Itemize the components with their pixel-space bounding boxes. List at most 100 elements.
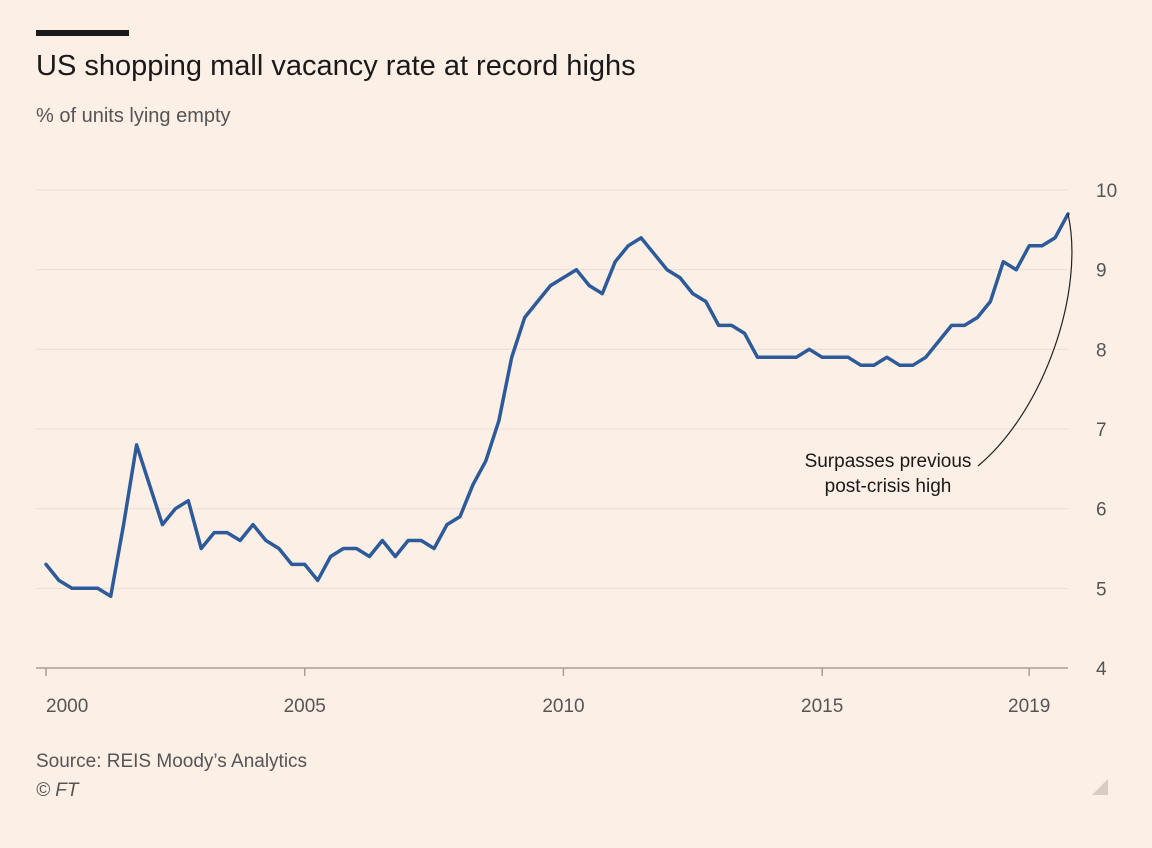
copyright-note: © FT [36, 780, 79, 801]
data-point [432, 547, 436, 551]
data-point [898, 364, 902, 368]
data-point [626, 244, 630, 248]
data-point [536, 300, 540, 304]
data-point [769, 356, 773, 360]
y-axis-ticks: 4 5 6 7 8 9 10 [1096, 181, 1117, 680]
data-point [394, 555, 398, 559]
data-point [458, 515, 462, 519]
x-tick-label-2010: 2010 [542, 696, 584, 717]
data-point [523, 316, 527, 320]
data-point [329, 555, 333, 559]
y-tick-label-6: 6 [1096, 500, 1107, 521]
data-point [989, 300, 993, 304]
data-point [575, 268, 579, 272]
data-point [419, 539, 423, 543]
data-point [510, 356, 514, 360]
data-point [717, 324, 721, 328]
data-point [872, 364, 876, 368]
data-point [743, 332, 747, 336]
data-point [549, 284, 553, 288]
data-point [70, 587, 74, 591]
resize-handle-icon [1092, 779, 1108, 795]
data-point [381, 539, 385, 543]
data-point [795, 356, 799, 360]
series-group [44, 212, 1070, 599]
data-point [639, 236, 643, 240]
data-point [833, 356, 837, 360]
data-point [199, 547, 203, 551]
data-point [782, 356, 786, 360]
x-tick-label-2019: 2019 [1008, 696, 1050, 717]
annotation-line-1: post-crisis high [825, 476, 952, 497]
data-point [135, 443, 139, 447]
data-point [859, 364, 863, 368]
chart-subtitle: % of units lying empty [36, 105, 231, 127]
y-tick-label-7: 7 [1096, 420, 1107, 441]
data-point [976, 316, 980, 320]
data-point [1053, 236, 1057, 240]
data-point [44, 563, 48, 567]
data-point [678, 276, 682, 280]
data-point [96, 587, 100, 591]
data-point [277, 547, 281, 551]
data-point [950, 324, 954, 328]
data-point [187, 499, 191, 503]
data-point [251, 523, 255, 527]
data-point [652, 252, 656, 256]
series-line-0 [44, 212, 1070, 599]
data-point [212, 531, 216, 535]
data-point [846, 356, 850, 360]
data-point [1002, 260, 1006, 264]
data-point [704, 300, 708, 304]
x-tick-label-2000: 2000 [46, 696, 88, 717]
y-tick-label-8: 8 [1096, 340, 1107, 361]
data-point [613, 260, 617, 264]
gridlines [36, 189, 1068, 589]
data-point [1040, 244, 1044, 248]
x-tick-label-2005: 2005 [284, 696, 326, 717]
annotation-text: Surpasses previous post-crisis high [805, 451, 972, 497]
data-point [924, 356, 928, 360]
data-point [665, 268, 669, 272]
data-point [820, 356, 824, 360]
data-point [588, 284, 592, 288]
data-point [148, 483, 152, 487]
data-point [406, 539, 410, 543]
y-tick-label-4: 4 [1096, 659, 1107, 680]
x-axis: 2000 2005 2010 2015 2019 [36, 667, 1068, 717]
data-point [355, 547, 359, 551]
data-point [730, 324, 734, 328]
data-point [562, 276, 566, 280]
data-point [756, 356, 760, 360]
data-point [83, 587, 87, 591]
data-point [368, 555, 372, 559]
data-point [109, 595, 113, 599]
data-point [161, 523, 165, 527]
data-point [1027, 244, 1031, 248]
data-point [691, 292, 695, 296]
annotation-connector [977, 213, 1073, 467]
data-point [937, 340, 941, 344]
data-point [303, 563, 307, 567]
annotation: Surpasses previous post-crisis high [805, 213, 1073, 497]
data-point [342, 547, 346, 551]
data-point [225, 531, 229, 535]
data-point [290, 563, 294, 567]
y-tick-label-9: 9 [1096, 261, 1107, 282]
data-point [885, 356, 889, 360]
data-point [238, 539, 242, 543]
y-tick-label-10: 10 [1096, 181, 1117, 202]
source-note: Source: REIS Moody’s Analytics [36, 751, 308, 772]
title-accent-bar [36, 30, 129, 36]
data-point [808, 348, 812, 352]
data-point [264, 539, 268, 543]
data-point [471, 483, 475, 487]
data-point [174, 507, 178, 511]
data-point [497, 419, 501, 423]
data-point [122, 523, 126, 527]
data-point [1015, 268, 1019, 272]
data-point [911, 364, 915, 368]
chart-title: US shopping mall vacancy rate at record … [36, 50, 636, 82]
data-point [57, 579, 61, 583]
